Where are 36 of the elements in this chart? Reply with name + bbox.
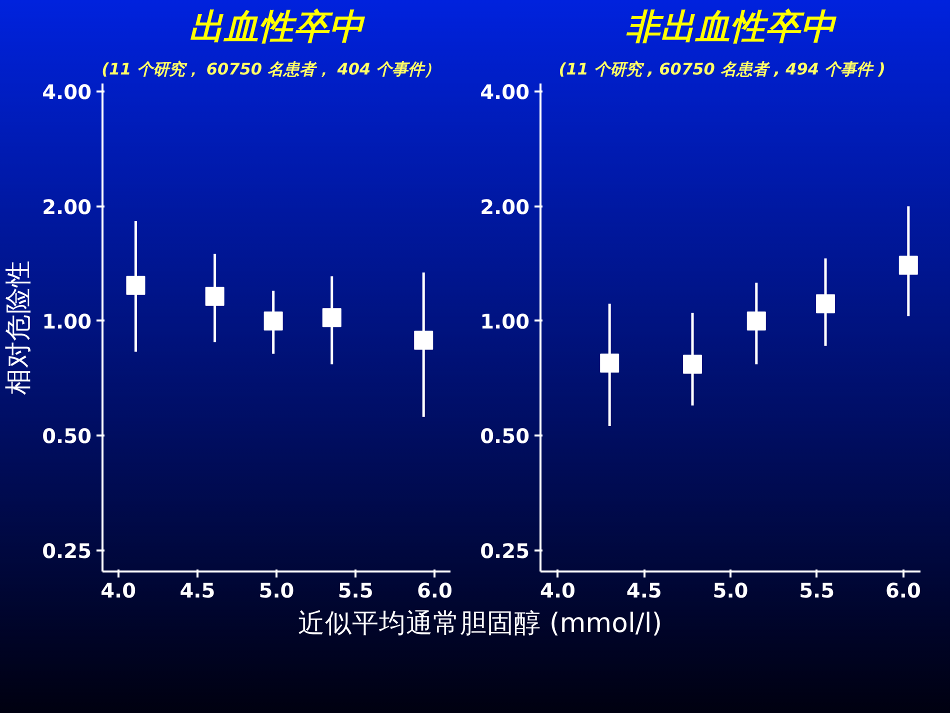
y-tick-label: 0.50	[480, 424, 530, 448]
chart-title: 非出血性卒中	[626, 8, 838, 48]
point	[322, 308, 342, 328]
point	[600, 354, 620, 373]
chart-title: 出血性卒中	[189, 8, 366, 48]
x-tick-label: 4.5	[626, 578, 662, 602]
point	[414, 330, 434, 350]
x-tick-label: 6.0	[416, 578, 452, 602]
y-tick-label: 0.50	[42, 424, 92, 448]
x-tick-label: 5.5	[338, 578, 374, 602]
x-tick-label: 4.5	[180, 578, 216, 602]
point	[205, 286, 224, 306]
y-tick-label: 0.25	[42, 538, 92, 563]
y-tick-label: 2.00	[42, 194, 92, 219]
chart-subtitle: (11 个研究， 60750 名患者， 404 个事件）	[102, 60, 440, 78]
point	[264, 311, 283, 330]
point	[126, 276, 146, 295]
y-tick-label: 4.00	[42, 80, 92, 104]
point	[816, 294, 835, 314]
x-tick-label: 5.5	[799, 578, 835, 602]
point	[683, 354, 702, 374]
point	[746, 311, 766, 330]
x-tick-label: 5.0	[258, 578, 294, 602]
point	[898, 256, 918, 275]
y-tick-label: 4.00	[480, 80, 530, 104]
x-tick-label: 4.0	[100, 578, 136, 602]
y-tick-label: 1.00	[42, 309, 92, 334]
x-axis-title: 近似平均通常胆固醇 (mmol/l)	[298, 607, 662, 641]
x-tick-label: 5.0	[712, 578, 748, 602]
y-tick-label: 2.00	[480, 194, 530, 219]
x-tick-label: 4.0	[540, 578, 576, 602]
y-tick-label: 0.25	[480, 538, 530, 563]
y-axis-title: 相对危险性	[3, 260, 34, 395]
x-tick-label: 6.0	[886, 578, 921, 602]
chart-subtitle: (11 个研究 , 60750 名患者 , 494 个事件 )	[558, 60, 886, 78]
y-tick-label: 1.00	[480, 309, 530, 334]
